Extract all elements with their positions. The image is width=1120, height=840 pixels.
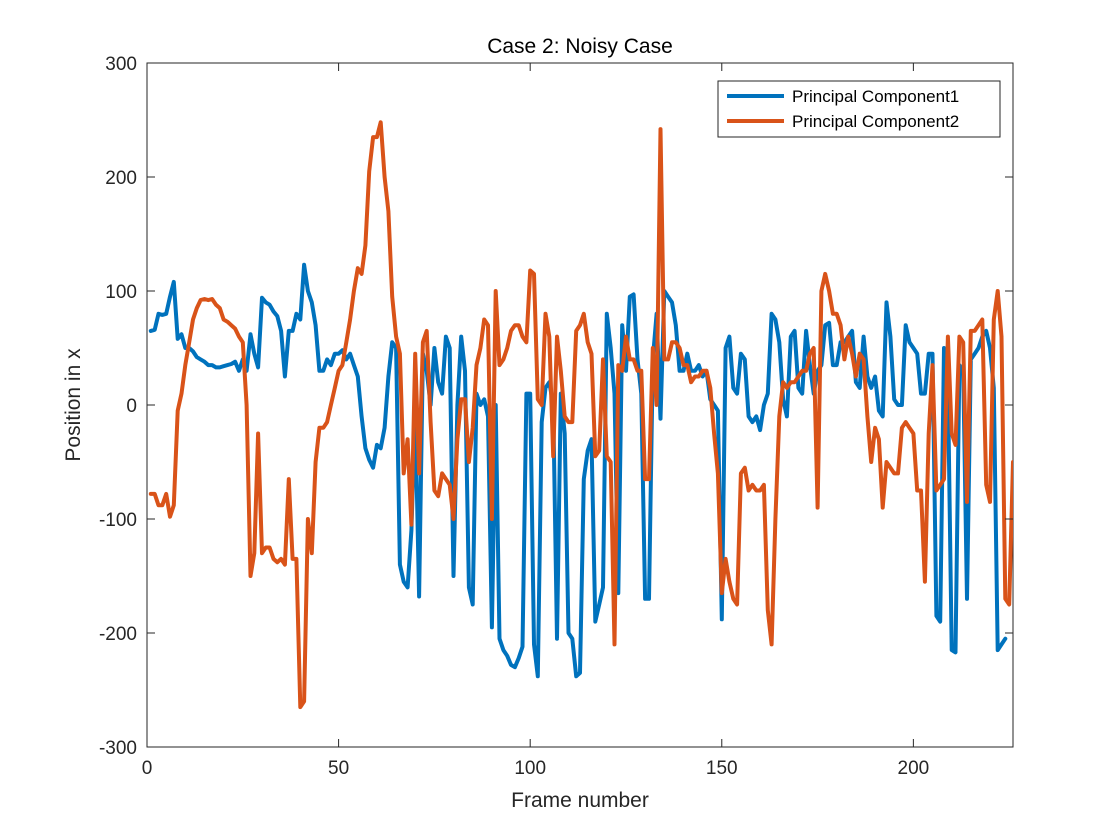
y-tick-label: 200 (105, 168, 137, 189)
y-tick-label: 100 (105, 282, 137, 303)
y-tick-label: -200 (99, 624, 137, 645)
y-tick-label: 0 (126, 396, 137, 417)
x-tick-label: 150 (706, 758, 738, 779)
plot-area: 0 50 100 150 200 -300 -200 -100 0 100 200 300 (99, 54, 1014, 779)
legend-box (717, 80, 1001, 138)
y-axis-label: Position in x (62, 348, 85, 462)
series-line-2 (148, 120, 1013, 710)
x-tick-label: 100 (514, 758, 546, 779)
y-tick-label: -100 (99, 510, 137, 531)
x-axis-label: Frame number (511, 789, 649, 812)
legend-label-1: Principal Component1 (792, 87, 959, 106)
y-tick-label: 300 (105, 54, 137, 75)
legend-label-2: Principal Component2 (792, 112, 959, 131)
x-tick-label: 200 (898, 758, 930, 779)
x-tick-label: 50 (328, 758, 349, 779)
series-line-1 (148, 262, 1008, 679)
chart-title: Case 2: Noisy Case (487, 35, 673, 58)
x-tick-label: 0 (142, 758, 153, 779)
y-tick-label: -300 (99, 738, 137, 759)
legend: Principal Component1 Principal Component2 (717, 80, 1001, 138)
